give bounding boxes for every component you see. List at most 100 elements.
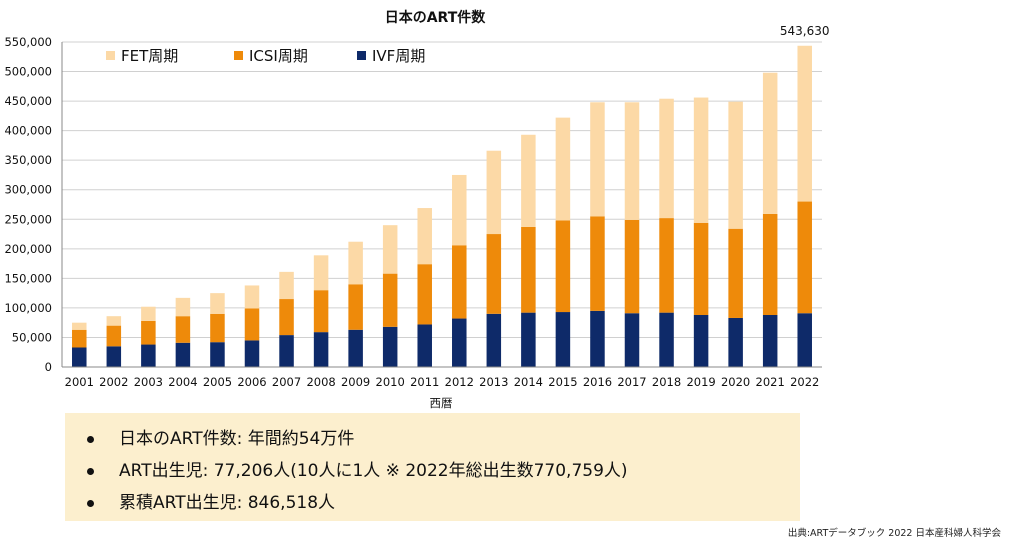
- x-tick-label: 2017: [617, 375, 646, 389]
- bar-IVF周期-2007: [279, 335, 294, 367]
- total-data-label: 543,630: [780, 24, 830, 38]
- annotations: 543,630: [780, 24, 830, 38]
- y-tick-label: 550,000: [4, 35, 52, 49]
- bar-FET周期-2005: [210, 293, 225, 314]
- bar-FET周期-2017: [624, 102, 640, 220]
- art-stacked-bar-chart: 日本のART件数 0 50,000 100,000 150,000 200,000 250…: [4, 9, 830, 410]
- bar-ICSI周期-2022: [797, 201, 812, 314]
- y-tick-label: 400,000: [4, 124, 52, 138]
- x-tick-label: 2009: [341, 375, 370, 389]
- bar-FET周期-2015: [555, 117, 571, 221]
- bar-FET周期-2002: [106, 316, 122, 326]
- source-note: 出典:ARTデータブック 2022 日本産科婦人科学会: [787, 528, 1001, 539]
- y-tick-label: 0: [45, 360, 52, 374]
- bar-ICSI周期-2013: [486, 234, 502, 314]
- x-tick-label: 2004: [168, 375, 197, 389]
- x-tick-label: 2002: [99, 375, 128, 389]
- y-tick-label: 450,000: [4, 94, 52, 108]
- summary-list: 日本のART件数: 年間約54万件 ART出生児: 77,206人(10人に1人…: [87, 423, 800, 519]
- bar-IVF周期-2005: [210, 342, 225, 367]
- bar-IVF周期-2021: [762, 315, 778, 367]
- legend-label: FET周期: [121, 47, 178, 65]
- bar-ICSI周期-2003: [141, 320, 156, 345]
- x-tick-label: 2022: [790, 375, 819, 389]
- bar-IVF周期-2013: [486, 313, 502, 367]
- x-tick-label: 2007: [272, 375, 301, 389]
- bar-ICSI周期-2010: [382, 273, 398, 327]
- bar-IVF周期-2009: [348, 329, 363, 367]
- bar-FET周期-2007: [279, 271, 294, 300]
- x-tick-label: 2015: [548, 375, 577, 389]
- bar-IVF周期-2015: [555, 312, 571, 367]
- summary-item-cumulative-births: 累積ART出生児: 846,518人: [87, 487, 800, 519]
- bar-ICSI周期-2018: [659, 218, 674, 313]
- bar-IVF周期-2003: [141, 344, 156, 367]
- bar-IVF周期-2004: [175, 342, 191, 367]
- x-tick-label: 2011: [410, 375, 439, 389]
- bar-ICSI周期-2008: [313, 290, 329, 333]
- y-tick-label: 250,000: [4, 212, 52, 226]
- x-tick-label: 2020: [721, 375, 750, 389]
- bar-IVF周期-2008: [313, 332, 329, 367]
- bar-ICSI周期-2015: [555, 220, 571, 313]
- x-tick-label: 2012: [445, 375, 474, 389]
- chart-title: 日本のART件数: [385, 9, 487, 26]
- bar-IVF周期-2018: [659, 312, 674, 367]
- bar-IVF周期-2002: [106, 346, 122, 367]
- bar-FET周期-2020: [728, 101, 743, 229]
- x-axis-label: 西暦: [430, 396, 453, 410]
- legend-label: ICSI周期: [249, 47, 308, 65]
- bar-FET周期-2019: [693, 97, 709, 223]
- bar-IVF周期-2016: [590, 310, 605, 367]
- legend: FET周期 ICSI周期 IVF周期: [106, 47, 425, 65]
- x-tick-label: 2008: [306, 375, 335, 389]
- bar-IVF周期-2010: [382, 326, 398, 367]
- x-axis-ticks: 2001 2002 2003 2004 2005 2006 2007 2008 2009 2010…: [65, 375, 820, 389]
- bar-FET周期-2018: [659, 98, 674, 219]
- bar-IVF周期-2006: [244, 340, 260, 367]
- y-tick-label: 350,000: [4, 153, 52, 167]
- x-tick-label: 2013: [479, 375, 508, 389]
- bar-FET周期-2011: [417, 208, 432, 265]
- bar-ICSI周期-2012: [452, 245, 467, 319]
- bar-IVF周期-2011: [417, 324, 432, 367]
- y-axis-ticks: 0 50,000 100,000 150,000 200,000 250,000 300,0…: [4, 35, 52, 374]
- bar-ICSI周期-2021: [762, 213, 778, 315]
- y-tick-label: 200,000: [4, 242, 52, 256]
- bar-ICSI周期-2007: [279, 299, 294, 336]
- bar-IVF周期-2001: [72, 347, 87, 367]
- x-tick-label: 2014: [514, 375, 543, 389]
- bar-FET周期-2008: [313, 255, 329, 291]
- legend-label: IVF周期: [372, 47, 425, 65]
- bar-FET周期-2003: [141, 306, 156, 321]
- legend-swatch: [234, 51, 243, 60]
- bar-ICSI周期-2009: [348, 284, 363, 330]
- summary-item-art-births: ART出生児: 77,206人(10人に1人 ※ 2022年総出生数770,75…: [87, 455, 800, 487]
- bar-ICSI周期-2006: [244, 308, 260, 341]
- bar-ICSI周期-2001: [72, 329, 87, 348]
- bar-ICSI周期-2014: [521, 226, 536, 313]
- bar-ICSI周期-2011: [417, 264, 432, 325]
- bar-FET周期-2012: [452, 174, 467, 246]
- y-tick-label: 150,000: [4, 271, 52, 285]
- bar-FET周期-2001: [72, 322, 87, 330]
- x-tick-label: 2005: [203, 375, 232, 389]
- bar-ICSI周期-2019: [693, 222, 709, 315]
- summary-item-art-count: 日本のART件数: 年間約54万件: [87, 423, 800, 455]
- y-tick-label: 50,000: [12, 330, 52, 344]
- bar-IVF周期-2017: [624, 313, 640, 367]
- bars: [72, 45, 812, 367]
- x-tick-label: 2001: [65, 375, 94, 389]
- bar-FET周期-2004: [175, 297, 191, 317]
- bar-FET周期-2014: [521, 134, 536, 227]
- y-tick-label: 300,000: [4, 183, 52, 197]
- x-tick-label: 2003: [134, 375, 163, 389]
- x-tick-label: 2021: [756, 375, 785, 389]
- bar-FET周期-2022: [797, 45, 812, 202]
- bar-IVF周期-2020: [728, 317, 743, 367]
- bar-ICSI周期-2017: [624, 219, 640, 314]
- bar-FET周期-2006: [244, 285, 260, 309]
- bar-FET周期-2009: [348, 241, 363, 285]
- bar-ICSI周期-2002: [106, 325, 122, 347]
- bar-IVF周期-2022: [797, 313, 812, 367]
